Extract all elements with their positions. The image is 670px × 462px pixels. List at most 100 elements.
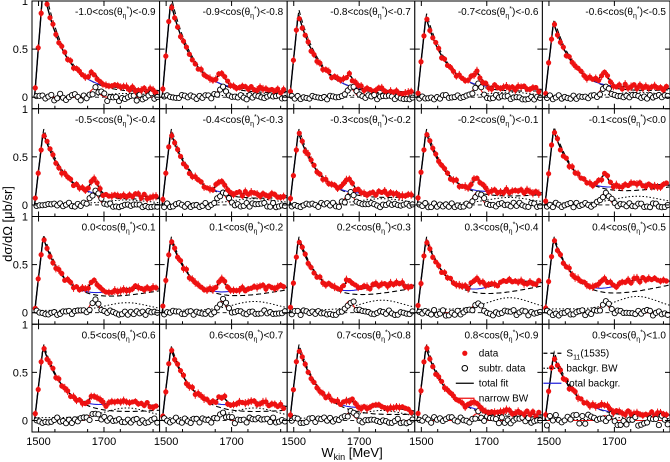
- data-point: [169, 133, 175, 139]
- data-point: [68, 279, 74, 285]
- data-point: [326, 68, 332, 75]
- panel-label: -0.9<cos(θη*)<-0.8: [203, 6, 284, 20]
- data-point: [308, 375, 314, 382]
- x-tick-label: 1500: [26, 436, 50, 448]
- data-point: [450, 393, 457, 399]
- panel-frame: [541, 108, 670, 217]
- y-tick-label: 0: [22, 92, 28, 104]
- subtracted-data-point: [350, 298, 357, 305]
- data-point: [566, 54, 572, 60]
- data-point: [430, 145, 436, 151]
- subtracted-data-point: [217, 301, 224, 308]
- panel-label-lower: -0.6: [585, 7, 603, 18]
- data-point: [317, 171, 323, 177]
- data-point: [358, 83, 364, 89]
- legend-label: total fit: [479, 378, 509, 389]
- panel-label: 0.1<cos(θη*)<0.2: [209, 222, 283, 236]
- data-point: [424, 132, 430, 138]
- s11-curve: [34, 234, 160, 313]
- data-point: [153, 403, 159, 409]
- data-point: [91, 72, 97, 78]
- subtracted-data-point: [214, 91, 221, 98]
- data-point: [604, 73, 611, 79]
- data-point: [500, 190, 507, 196]
- panel: 0.1<cos(θη*)<0.2: [159, 216, 288, 325]
- data-point: [465, 185, 471, 191]
- data-point: [506, 407, 512, 413]
- panel-plot-area: [159, 346, 288, 427]
- data-point: [47, 253, 53, 260]
- data-point: [103, 403, 109, 409]
- subtracted-data-point: [211, 199, 218, 207]
- data-point: [578, 68, 584, 74]
- data-point: [38, 359, 44, 365]
- data-point: [326, 393, 332, 399]
- data-point: [222, 182, 228, 188]
- subtracted-data-point: [344, 194, 351, 201]
- subtracted-data-point: [646, 307, 654, 314]
- subtracted-data-point: [481, 417, 488, 424]
- data-point: [91, 277, 97, 283]
- data-point: [302, 361, 308, 367]
- data-point: [355, 186, 361, 192]
- data-point: [166, 18, 172, 25]
- s11-curve: [161, 236, 287, 313]
- panel-plot-area: [542, 236, 670, 319]
- subtracted-data-point: [481, 195, 488, 202]
- subtracted-data-point: [270, 199, 277, 207]
- y-tick-label: 0.5: [13, 260, 28, 272]
- panel-plot-area: [414, 236, 543, 319]
- data-point: [599, 177, 605, 183]
- panel-plot-area: [287, 9, 415, 103]
- data-point: [415, 195, 421, 201]
- data-point: [436, 263, 442, 269]
- legend-entry-totbg: total backgr.: [543, 378, 620, 389]
- data-point: [408, 409, 414, 416]
- panel-label-upper: -0.8: [266, 7, 284, 18]
- data-point: [56, 266, 62, 273]
- data-point: [76, 68, 83, 74]
- subtracted-data-point: [543, 422, 551, 429]
- subtracted-data-point: [243, 96, 250, 103]
- data-point: [421, 359, 427, 365]
- subtracted-data-point: [579, 412, 586, 420]
- panel: 0.2<cos(θη*)<0.3: [286, 216, 416, 325]
- s11-curve: [544, 126, 670, 206]
- data-point: [53, 160, 59, 166]
- panel-frame: [286, 216, 416, 325]
- data-point: [183, 164, 190, 170]
- data-point: [35, 276, 41, 282]
- subtracted-data-point: [350, 192, 357, 199]
- data-point: [557, 39, 563, 45]
- data-point: [174, 146, 181, 153]
- y-tick-label: 0: [22, 308, 28, 320]
- data-point: [649, 409, 655, 415]
- subtracted-data-point: [567, 416, 574, 423]
- data-point: [35, 386, 41, 393]
- data-point: [408, 283, 414, 290]
- data-point: [546, 60, 552, 66]
- panel-label-upper: -0.2: [394, 115, 412, 126]
- data-point: [192, 61, 198, 67]
- data-point: [441, 269, 448, 276]
- subtracted-data-point: [92, 84, 99, 91]
- y-tick-label: 0.5: [13, 367, 28, 379]
- subtracted-data-point: [101, 90, 108, 97]
- data-point: [59, 270, 65, 277]
- x-axis-label-sub: kin: [334, 452, 346, 462]
- panel-label-upper: 1.0: [652, 330, 666, 341]
- data-point: [76, 397, 83, 403]
- subtracted-data-point: [208, 95, 215, 102]
- data-point: [503, 186, 510, 192]
- panel-label-lower: -0.8: [330, 7, 348, 18]
- panel-plot-area: [542, 350, 670, 429]
- data-point: [471, 72, 477, 78]
- panel-label-upper: 0.6: [142, 330, 156, 341]
- y-axis-label: dσ/dΩ [μb/sr]: [0, 186, 15, 262]
- data-point: [418, 388, 424, 394]
- data-point: [281, 405, 287, 412]
- panel: 0 0.5 1 -1.0<cos(θη*)<-0.9: [13, 0, 161, 110]
- data-point: [305, 260, 311, 266]
- data-point: [533, 281, 539, 287]
